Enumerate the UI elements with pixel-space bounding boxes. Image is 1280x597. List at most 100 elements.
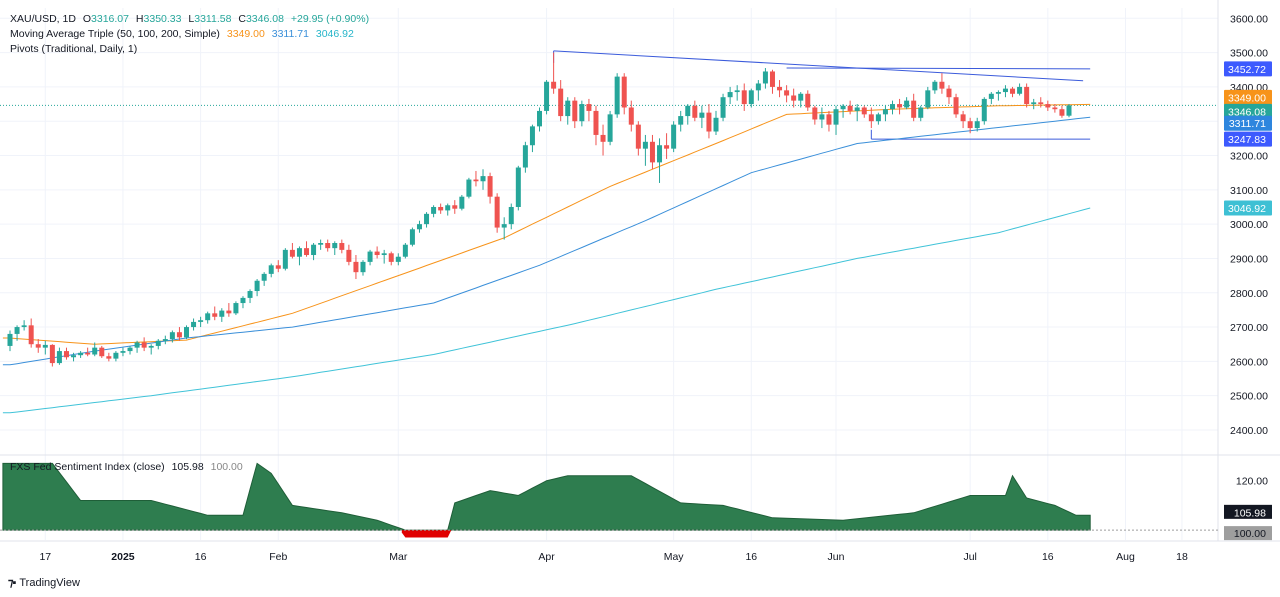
price-tick-label: 2600.00 [1230, 356, 1268, 368]
candle [56, 347, 62, 365]
candle [282, 248, 288, 271]
sentiment-title: FXS Fed Sentiment Index (close) [10, 461, 165, 473]
price-badge-text: 3346.08 [1228, 106, 1266, 118]
candle-body [487, 176, 493, 197]
candle-body [233, 303, 239, 314]
candle-body [1024, 86, 1030, 105]
price-badge-last-close: 3346.08 [1224, 103, 1272, 119]
candle [967, 117, 973, 134]
candle [155, 339, 161, 350]
candle [635, 121, 641, 156]
candle [840, 104, 846, 118]
candle [628, 100, 634, 132]
candle [706, 104, 712, 139]
candle-body [812, 107, 818, 120]
candle-body [466, 179, 472, 197]
price-tick-label: 2700.00 [1230, 322, 1268, 334]
candle-body [169, 332, 175, 340]
moving-averages [2, 103, 1091, 414]
price-badge-pivot-support: 3247.83 [1224, 131, 1272, 147]
candle-body [311, 244, 317, 256]
candle [459, 194, 465, 211]
candle-body [558, 88, 564, 117]
candle [720, 93, 726, 122]
candle-body [699, 112, 705, 118]
candle-body [78, 352, 84, 356]
candle-body [162, 339, 168, 341]
candle [1038, 97, 1044, 108]
open-label: O3316.07 [82, 13, 129, 25]
candle [311, 243, 317, 261]
candle [522, 141, 528, 173]
candle [741, 83, 747, 111]
candle [162, 335, 168, 345]
candle [409, 227, 415, 247]
candle [925, 86, 931, 110]
candle-body [565, 100, 571, 117]
ma100-value: 3311.71 [271, 28, 309, 40]
time-tick-label: 16 [745, 551, 757, 563]
candle [882, 105, 888, 122]
price-tick-label: 2900.00 [1230, 253, 1268, 265]
candle-body [353, 261, 359, 273]
candle-body [226, 310, 232, 314]
tradingview-logo[interactable]: ⁊▪ TradingView [8, 576, 80, 590]
time-tick-label: 18 [1176, 551, 1188, 563]
candle-body [318, 243, 324, 245]
candle-body [988, 93, 994, 99]
candle-body [805, 93, 811, 108]
candle [275, 260, 281, 273]
candle [791, 88, 797, 108]
candle [847, 100, 853, 115]
price-badge-text: 3247.83 [1228, 134, 1266, 146]
candle-body [642, 141, 648, 149]
candle-body [395, 256, 401, 262]
candle [487, 172, 493, 204]
candle [614, 73, 620, 118]
candle-body [678, 116, 684, 125]
sentiment-tick-label: 120.00 [1236, 476, 1268, 488]
candle-body [431, 206, 437, 214]
candle [219, 308, 225, 322]
candle [748, 88, 754, 108]
ma-title: Moving Average Triple (50, 100, 200, Sim… [10, 28, 220, 40]
candle-body [607, 114, 613, 142]
candle-body [614, 76, 620, 115]
candle [360, 260, 366, 276]
candle [452, 200, 458, 214]
candle [1017, 83, 1023, 96]
candle-body [586, 104, 592, 111]
price-badge-bg [1224, 61, 1272, 77]
candle [558, 80, 564, 122]
candle-body [671, 124, 677, 149]
candle-body [762, 71, 768, 84]
candle [431, 205, 437, 218]
candle [63, 347, 69, 360]
candle-body [212, 313, 218, 317]
candle-body [897, 104, 903, 108]
ohlc-legend: XAU/USD, 1D O3316.07 H3350.33 L3311.58 C… [10, 13, 373, 25]
candle-body [360, 261, 366, 273]
candle-body [960, 114, 966, 122]
sentiment-value-badge: 105.98 [1224, 504, 1272, 519]
tradingview-logo-text: TradingView [19, 576, 80, 589]
price-badge-ma50: 3349.00 [1224, 89, 1272, 105]
candle-body [544, 81, 550, 111]
candle [529, 124, 535, 153]
candle [71, 352, 77, 362]
price-tick-label: 3200.00 [1230, 151, 1268, 163]
candle [289, 243, 295, 259]
candle [1045, 100, 1051, 111]
candle-body [155, 340, 161, 346]
candle [7, 330, 13, 352]
candle-body [657, 145, 663, 163]
time-tick-label: 16 [1042, 551, 1054, 563]
candle [868, 107, 874, 129]
candle [649, 134, 655, 170]
candle [325, 239, 331, 252]
candle-body [1017, 86, 1023, 94]
price-tick-label: 3100.00 [1230, 185, 1268, 197]
candle [240, 296, 246, 309]
